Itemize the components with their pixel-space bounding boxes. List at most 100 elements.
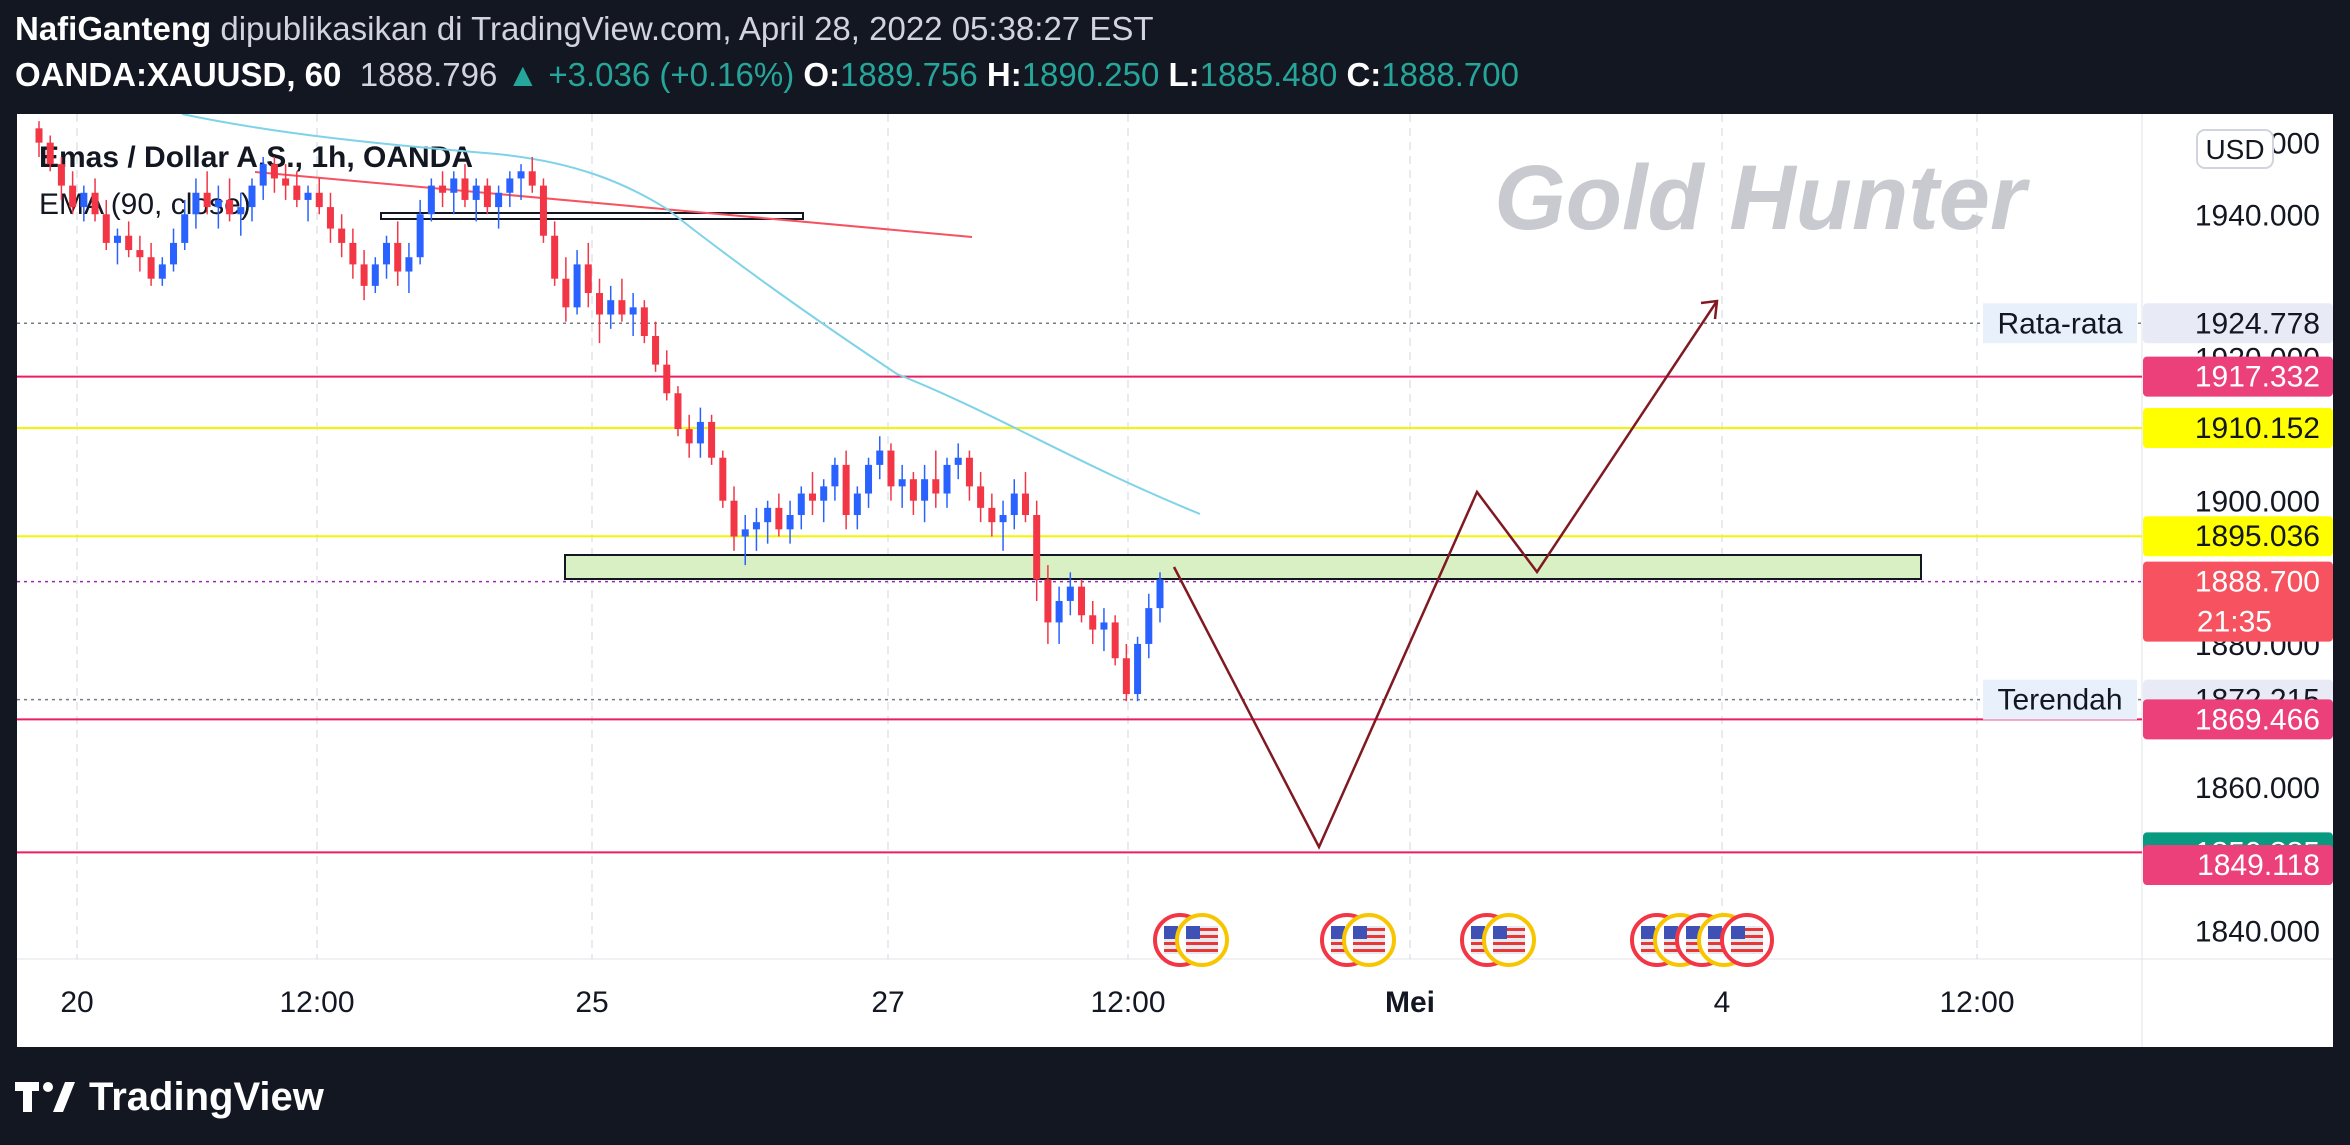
- candle: [57, 156, 65, 200]
- candle-body: [35, 128, 43, 143]
- watermark-text: Gold Hunter: [1494, 147, 2030, 249]
- candle: [113, 228, 121, 265]
- candle: [1145, 593, 1153, 659]
- candle-body: [158, 264, 166, 279]
- candle-body: [977, 486, 985, 508]
- flag-stripe: [1731, 935, 1763, 938]
- candle: [977, 472, 985, 523]
- candle-body: [618, 300, 626, 315]
- chart-panel[interactable]: 2012:00252712:00Mei412:001950.0001940.00…: [17, 113, 2333, 1047]
- candle-body: [584, 264, 592, 294]
- candle-body: [203, 192, 211, 208]
- price-label-tag: [1983, 303, 2137, 344]
- candle-body: [820, 486, 828, 501]
- candle-body: [921, 479, 929, 501]
- candle-body: [181, 214, 189, 243]
- candle: [1078, 579, 1086, 623]
- flag-stripe: [1731, 928, 1763, 931]
- us-flag-event-icon: [1720, 913, 1774, 967]
- candle-body: [999, 515, 1007, 523]
- us-flag-event-icon: [1175, 913, 1229, 967]
- downtrend-line: [254, 171, 973, 238]
- candle-body: [954, 457, 962, 465]
- close-label: C:: [1346, 56, 1382, 93]
- flag-stripe: [1353, 949, 1385, 952]
- chart-title: Emas / Dollar A.S., 1h, OANDA: [39, 141, 473, 174]
- candle-body: [113, 235, 121, 243]
- candle: [618, 278, 626, 322]
- candle: [136, 235, 144, 272]
- candle: [730, 486, 738, 551]
- candle-body: [685, 429, 693, 444]
- flag-stripe: [1186, 942, 1218, 945]
- open-value: 1889.756: [840, 56, 978, 93]
- candle-body: [192, 192, 200, 215]
- published-text: dipublikasikan di TradingView.com, April…: [220, 10, 1154, 47]
- flag-stripe: [1493, 949, 1525, 952]
- candle: [147, 242, 155, 286]
- price-axis-label: 1900.000: [2195, 486, 2320, 519]
- candle-body: [808, 493, 816, 501]
- price-axis-label: 1860.000: [2195, 772, 2320, 805]
- candle-body: [528, 171, 536, 186]
- candle: [338, 214, 346, 258]
- candle: [1066, 572, 1074, 616]
- candle: [427, 178, 435, 222]
- candle: [685, 414, 693, 458]
- flag-stripe: [1493, 935, 1525, 938]
- candle-body: [775, 507, 783, 530]
- author-name[interactable]: NafiGanteng: [15, 10, 212, 47]
- candle: [786, 500, 794, 544]
- price-chart[interactable]: 2012:00252712:00Mei412:001950.0001940.00…: [17, 113, 2333, 1047]
- currency-button: [2196, 129, 2274, 169]
- candle: [842, 450, 850, 530]
- candle: [808, 472, 816, 516]
- candle-body: [719, 457, 727, 501]
- candle: [248, 178, 256, 222]
- candle-body: [842, 464, 850, 516]
- candle-body: [1111, 622, 1119, 659]
- candle-body: [57, 164, 65, 186]
- candle-body: [1145, 608, 1153, 644]
- candle: [674, 386, 682, 437]
- candle-body: [764, 507, 772, 523]
- candle: [170, 228, 178, 272]
- candle-body: [562, 278, 570, 308]
- candle-body: [293, 185, 301, 200]
- candle: [551, 221, 559, 286]
- candle: [181, 199, 189, 251]
- candle-body: [416, 214, 424, 258]
- candle-body: [696, 421, 704, 444]
- candle-body: [674, 393, 682, 430]
- candle: [517, 164, 525, 200]
- candle: [909, 472, 917, 516]
- flag-stripe: [1353, 928, 1385, 931]
- flag-stripe: [1353, 935, 1385, 938]
- candle-body: [607, 300, 615, 315]
- publication-line: NafiGanteng dipublikasikan di TradingVie…: [15, 10, 1154, 48]
- ema-line: [181, 113, 1201, 515]
- candle-body: [304, 192, 312, 200]
- candle-body: [506, 178, 514, 193]
- candle: [203, 171, 211, 215]
- candle: [999, 500, 1007, 551]
- flag-canton: [1493, 926, 1507, 939]
- candle: [887, 443, 895, 501]
- candle: [1122, 643, 1130, 702]
- candle-body: [1134, 643, 1142, 695]
- flag-canton: [1731, 926, 1745, 939]
- candle-body: [282, 178, 290, 186]
- candle: [921, 464, 929, 523]
- candle: [405, 242, 413, 294]
- candle-body: [69, 185, 77, 208]
- candle: [461, 164, 469, 208]
- candle-body: [371, 264, 379, 286]
- candle-body: [865, 464, 873, 494]
- tradingview-brand[interactable]: TradingView: [15, 1072, 324, 1122]
- candle-body: [360, 264, 368, 286]
- candle: [326, 192, 334, 243]
- candle-body: [708, 421, 716, 458]
- candle-body: [663, 364, 671, 394]
- flag-canton: [1664, 926, 1678, 939]
- candle-body: [1033, 515, 1041, 580]
